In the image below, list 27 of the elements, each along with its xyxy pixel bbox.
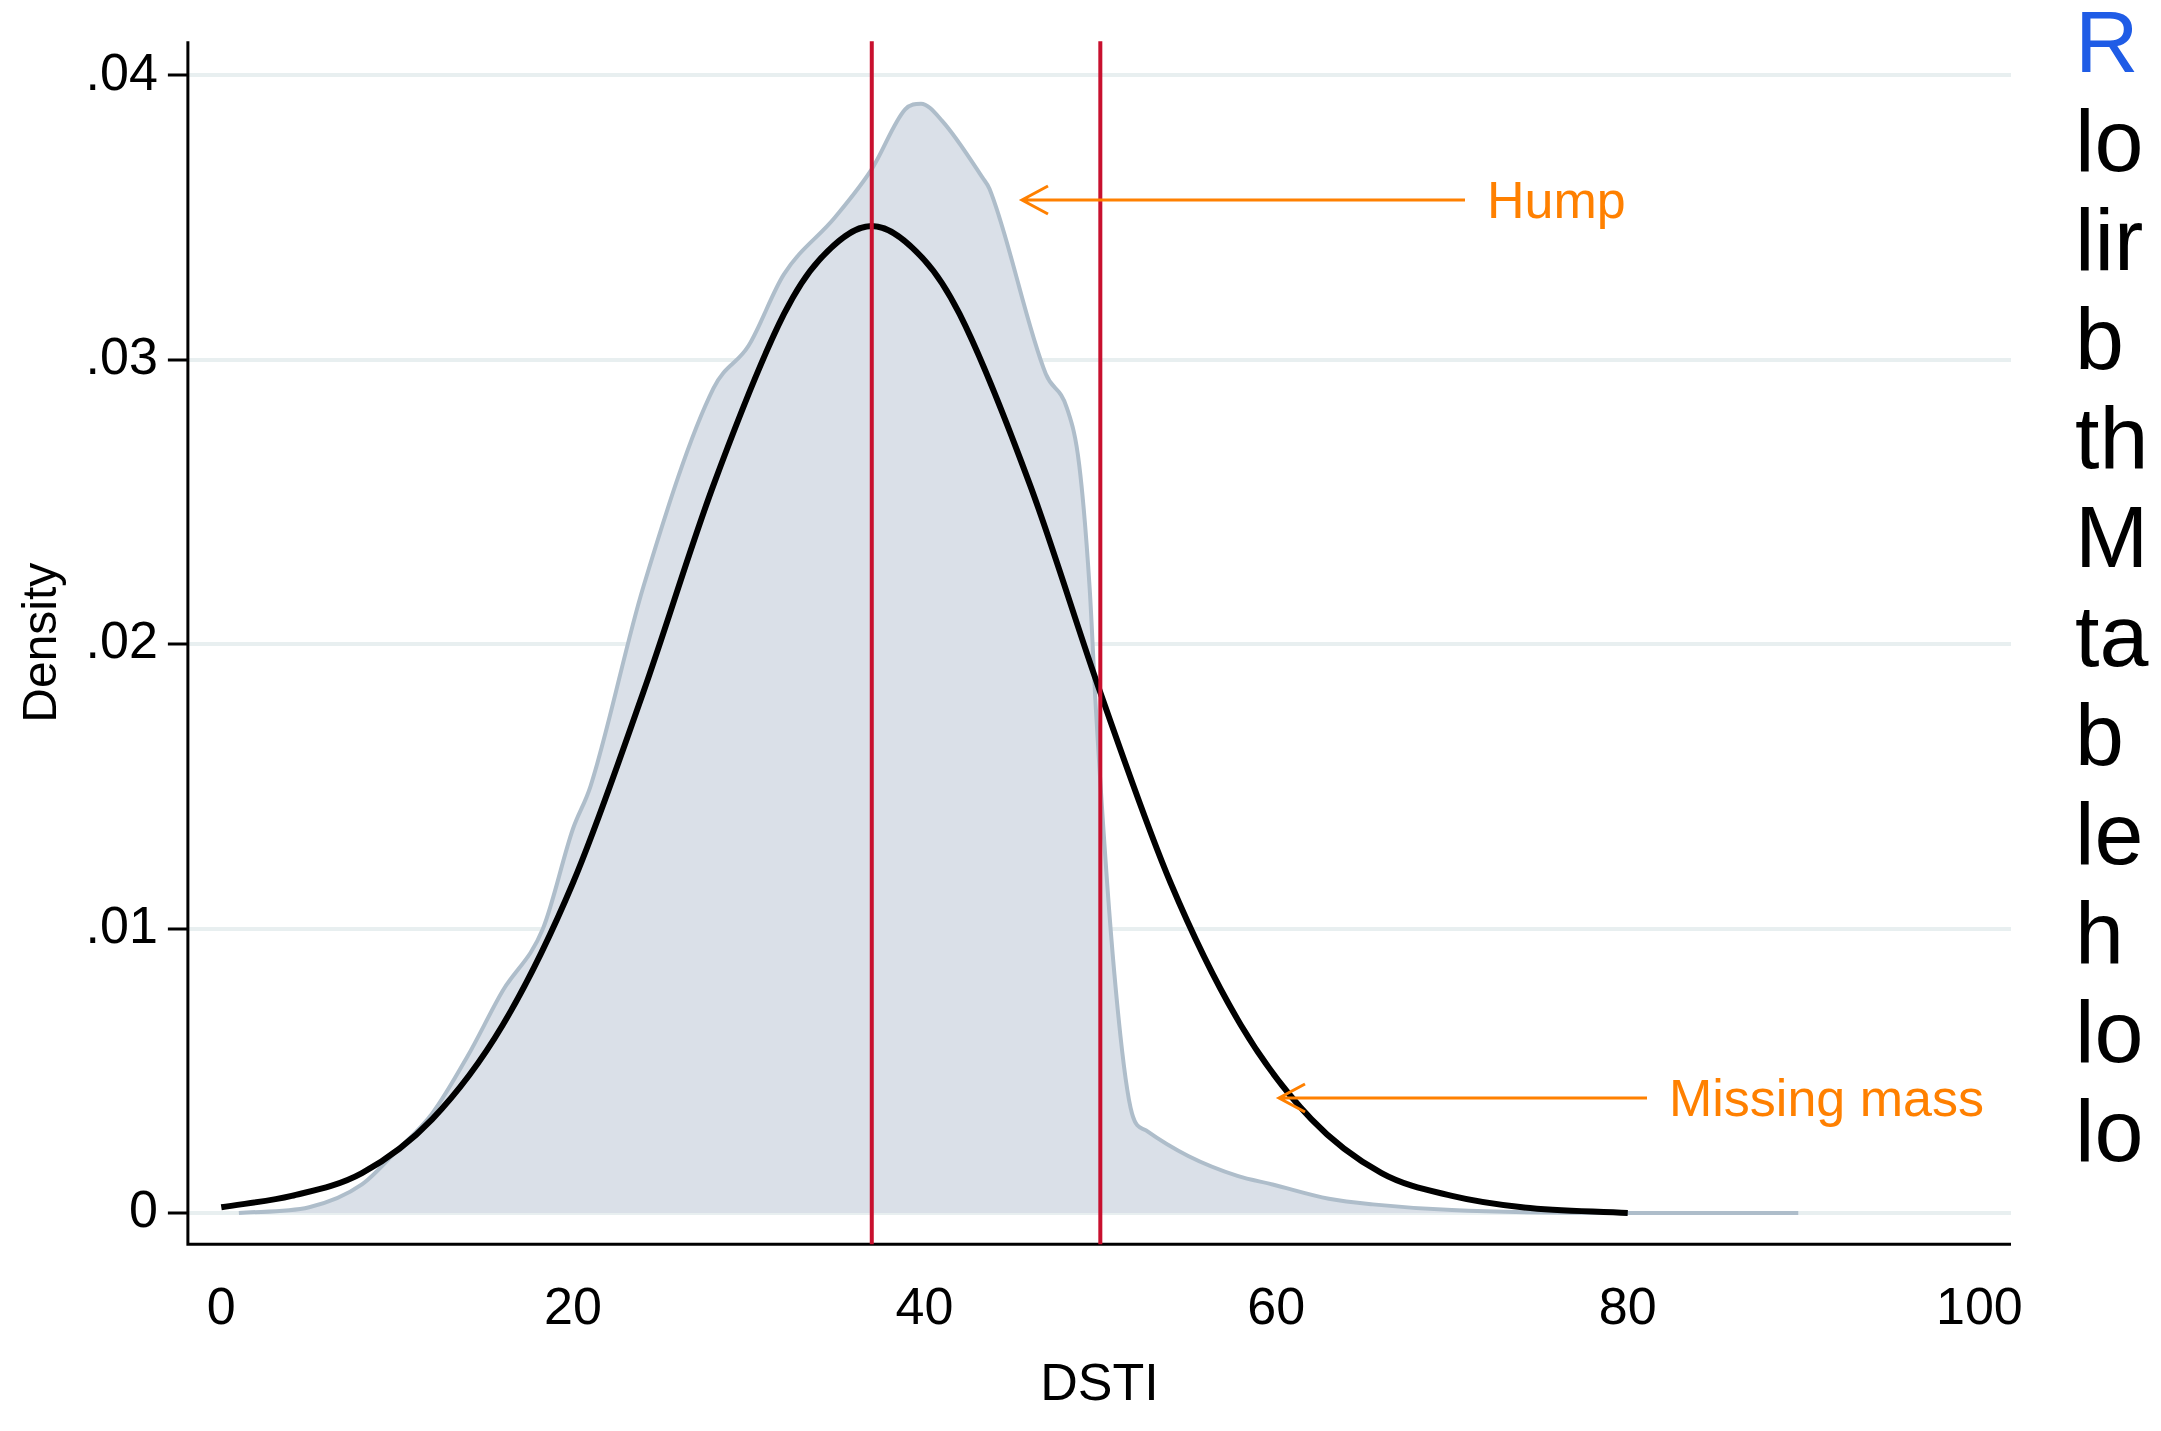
x-tick-label: 0 <box>206 1276 236 1335</box>
text: lo <box>2075 982 2145 1081</box>
text: ta <box>2075 586 2149 685</box>
text: lo <box>2075 1081 2145 1180</box>
x-tick-label: 60 <box>1247 1276 1306 1335</box>
annotation: Missing mass <box>1669 1068 1984 1129</box>
x-axis-title: DSTI <box>1040 1353 1159 1412</box>
text: h <box>2075 883 2125 982</box>
text: th <box>2075 388 2149 487</box>
text: lo <box>2075 91 2145 190</box>
y-tick-label: .03 <box>85 327 158 386</box>
y-tick-label: .02 <box>85 611 158 670</box>
text: M <box>2075 487 2149 586</box>
x-tick-label: 20 <box>543 1276 602 1335</box>
text: b <box>2075 289 2125 388</box>
text: le <box>2075 784 2145 883</box>
x-tick-label: 80 <box>1598 1276 1657 1335</box>
annotation: Hump <box>1487 170 1626 231</box>
text: R <box>2075 0 2140 91</box>
x-tick-label: 40 <box>895 1276 954 1335</box>
y-tick-label: .01 <box>85 895 158 954</box>
y-tick-label: 0 <box>128 1180 158 1239</box>
y-axis-title: Density <box>13 562 67 723</box>
text: lir <box>2075 190 2145 289</box>
text: b <box>2075 685 2125 784</box>
y-tick-label: .04 <box>85 42 158 101</box>
x-tick-label: 100 <box>1935 1276 2023 1335</box>
